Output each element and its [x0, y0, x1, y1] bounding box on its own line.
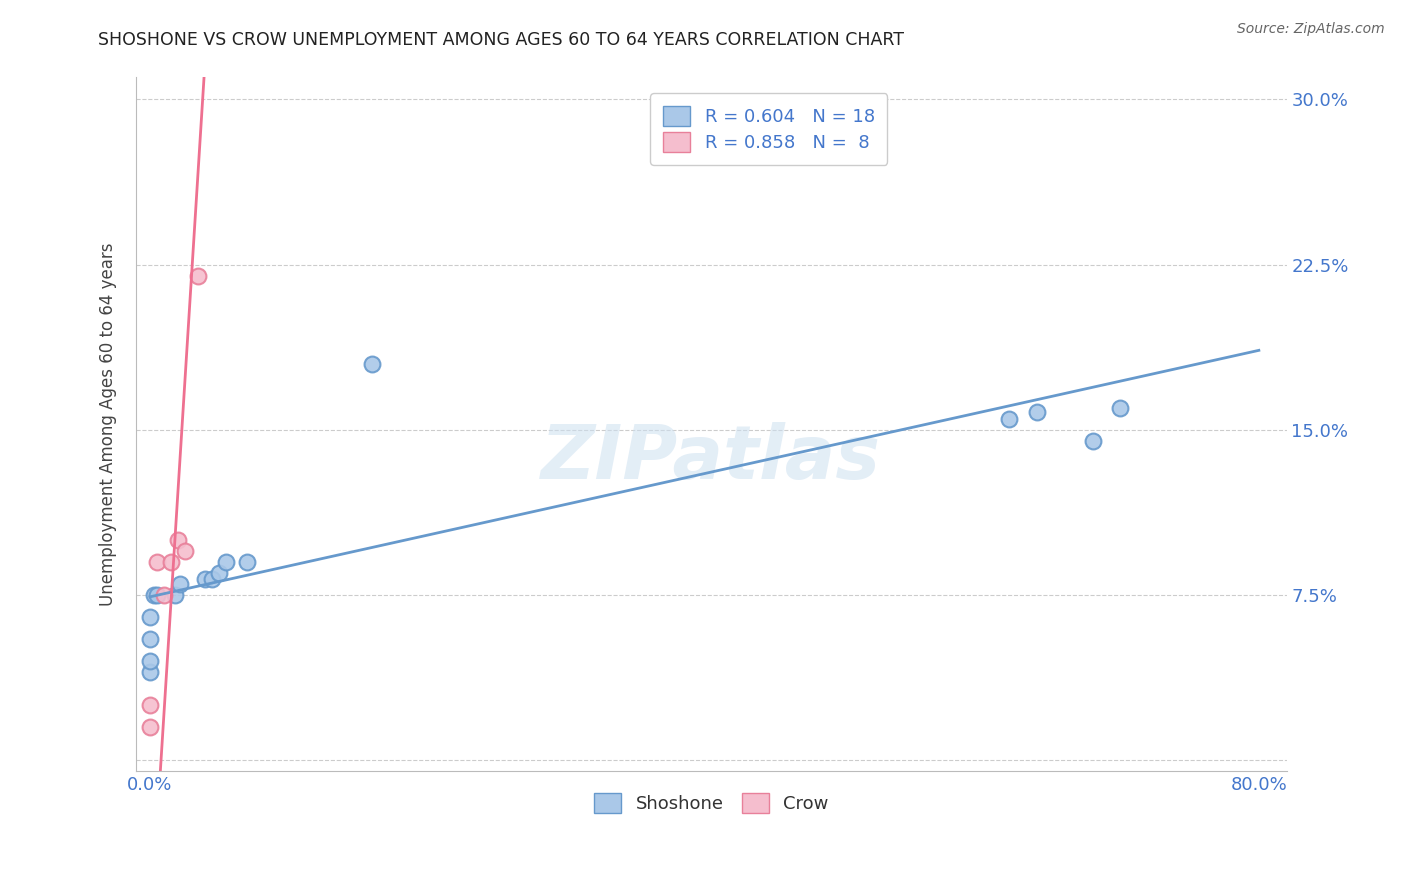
- Point: [360, 357, 382, 371]
- Point: [139, 698, 162, 712]
- Point: [208, 566, 231, 580]
- Y-axis label: Unemployment Among Ages 60 to 64 years: Unemployment Among Ages 60 to 64 years: [100, 243, 117, 606]
- Text: ZIPatlas: ZIPatlas: [541, 422, 882, 495]
- Point: [998, 411, 1021, 425]
- Point: [139, 654, 162, 668]
- Point: [201, 572, 224, 586]
- Point: [1026, 405, 1049, 419]
- Point: [153, 588, 176, 602]
- Point: [159, 555, 181, 569]
- Point: [166, 533, 188, 547]
- Point: [1081, 434, 1104, 448]
- Point: [187, 268, 209, 283]
- Legend: Shoshone, Crow: Shoshone, Crow: [583, 782, 839, 824]
- Point: [139, 632, 162, 646]
- Point: [143, 588, 166, 602]
- Point: [194, 572, 217, 586]
- Point: [236, 555, 259, 569]
- Point: [139, 609, 162, 624]
- Text: Source: ZipAtlas.com: Source: ZipAtlas.com: [1237, 22, 1385, 37]
- Text: SHOSHONE VS CROW UNEMPLOYMENT AMONG AGES 60 TO 64 YEARS CORRELATION CHART: SHOSHONE VS CROW UNEMPLOYMENT AMONG AGES…: [98, 31, 904, 49]
- Point: [1109, 401, 1132, 415]
- Point: [146, 555, 169, 569]
- Point: [215, 555, 238, 569]
- Point: [139, 665, 162, 679]
- Point: [173, 543, 195, 558]
- Point: [146, 588, 169, 602]
- Point: [163, 588, 186, 602]
- Point: [169, 576, 191, 591]
- Point: [139, 720, 162, 734]
